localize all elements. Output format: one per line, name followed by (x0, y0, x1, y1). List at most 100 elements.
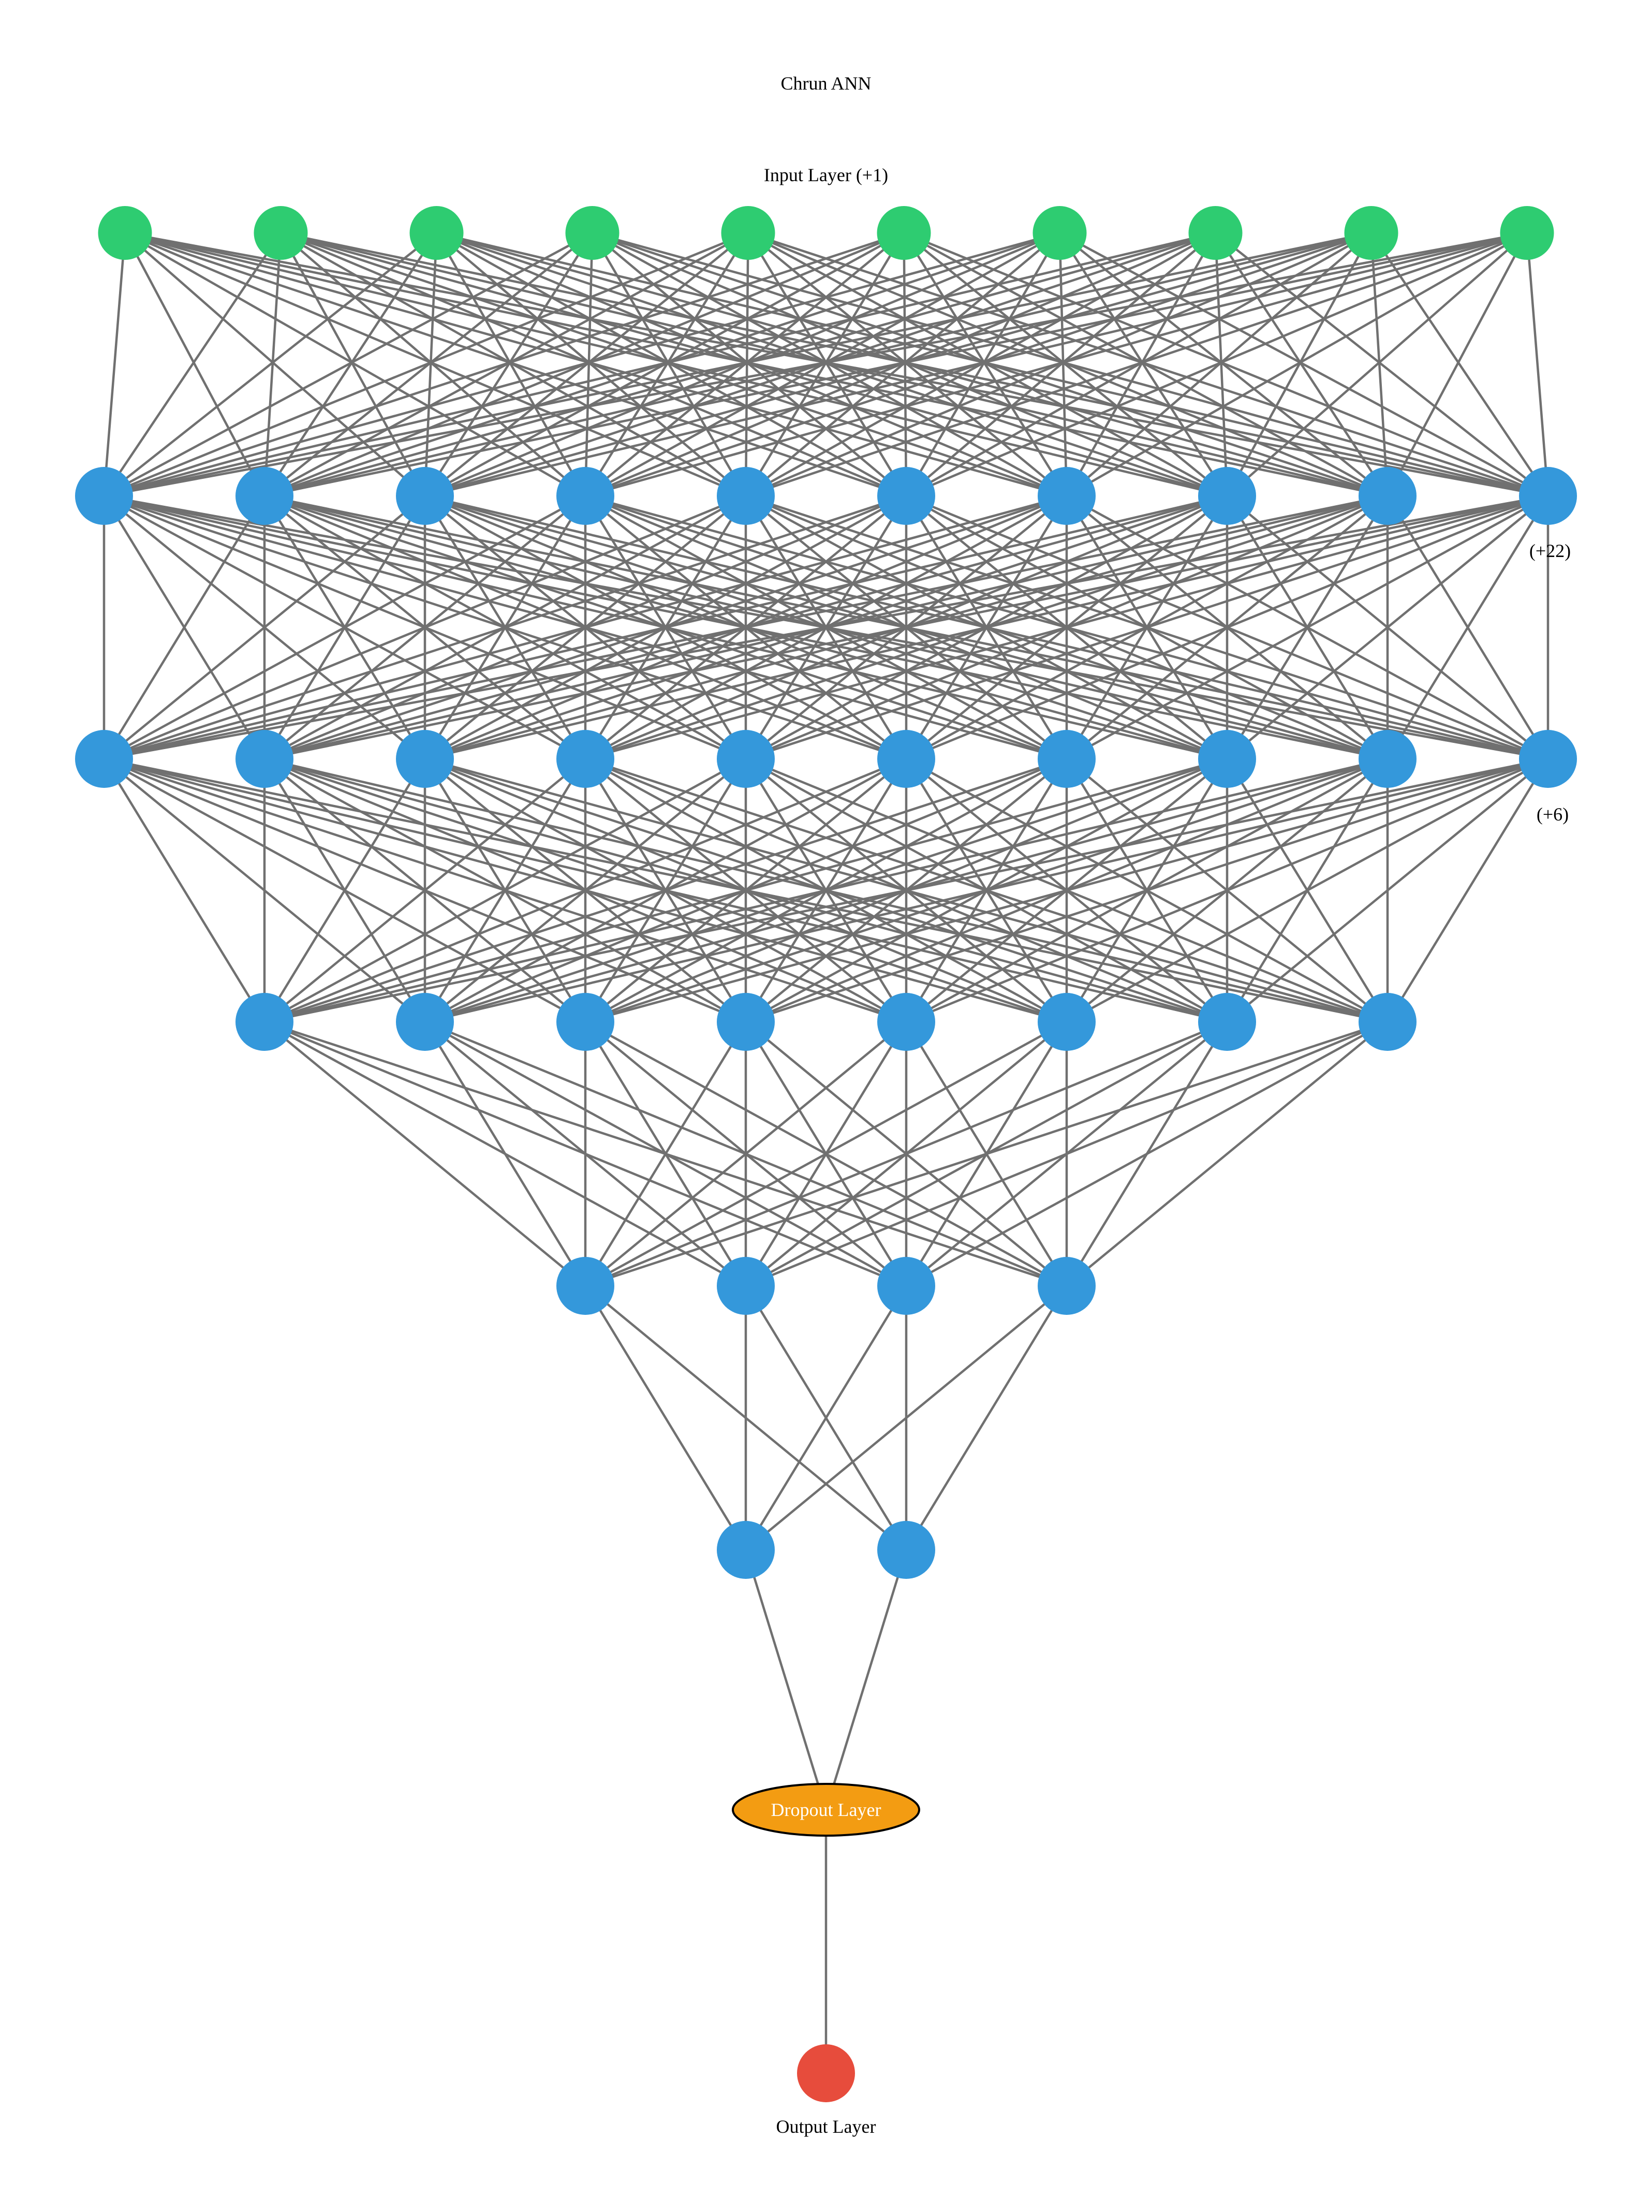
edge-l2-n9-to-l3-n3 (745, 757, 1548, 1023)
hidden-node-l1-1 (235, 467, 293, 525)
edge-l3-n5-to-l4-n0 (584, 1021, 1068, 1287)
input-node-l0-2 (409, 206, 464, 260)
edge-l4-n3-to-l5-n1 (905, 1285, 1068, 1551)
hidden-node-l5-1 (877, 1521, 935, 1579)
edge-l0-n9-to-l1-n3 (585, 231, 1528, 497)
edge-l0-n9-to-l1-n8 (1387, 232, 1528, 497)
edge-l2-n9-to-l3-n6 (1226, 758, 1549, 1023)
edge-l0-n4-to-l1-n8 (747, 231, 1388, 497)
edge-l2-n3-to-l3-n0 (263, 758, 586, 1023)
edge-l0-n0-to-l1-n0 (102, 232, 126, 496)
input-node-l0-7 (1188, 206, 1243, 260)
edge-l0-n9-to-l1-n7 (1226, 232, 1528, 497)
edge-l0-n2-to-l1-n0 (103, 232, 437, 497)
input-node-l0-1 (254, 206, 308, 260)
edge-l1-n4-to-l2-n0 (104, 494, 746, 760)
hidden-node-l1-5 (877, 467, 935, 525)
edge-l0-n9-to-l1-n5 (906, 231, 1528, 497)
edge-l0-n5-to-l1-n7 (903, 232, 1228, 497)
hidden-node-l3-1 (396, 993, 454, 1051)
hidden-node-l3-2 (556, 993, 614, 1051)
hidden-node-l1-0 (75, 467, 133, 525)
edge-l0-n3-to-l1-n7 (592, 231, 1228, 497)
edge-l0-n2-to-l1-n4 (436, 232, 747, 497)
edge-l2-n9-to-l3-n2 (585, 757, 1548, 1023)
edge-l0-n1-to-l1-n2 (279, 232, 426, 497)
edge-l1-n9-to-l2-n6 (1066, 495, 1549, 760)
edge-l2-n8-to-l3-n0 (264, 757, 1388, 1023)
edge-l3-n1-to-l4-n0 (424, 1021, 586, 1287)
edge-l0-n3-to-l1-n5 (592, 232, 907, 497)
edge-l1-n9-to-l2-n4 (745, 494, 1548, 760)
hidden-node-l4-1 (717, 1257, 775, 1315)
edge-l1-n7-to-l2-n0 (104, 494, 1228, 760)
hidden-node-l2-0 (75, 730, 133, 788)
edge-l3-n7-to-l4-n1 (745, 1020, 1388, 1287)
hidden-node-l2-6 (1038, 730, 1096, 788)
edge-l0-n6-to-l1-n7 (1058, 232, 1228, 497)
hidden-node-l1-9 (1519, 467, 1577, 525)
edge-l0-n7-to-l1-n8 (1214, 232, 1389, 497)
edge-l0-n9-to-l1-n9 (1526, 232, 1550, 496)
hidden-node-l1-8 (1359, 467, 1417, 525)
diagram-title: Chrun ANN (780, 73, 871, 94)
edge-l0-n4-to-l1-n5 (747, 232, 907, 497)
edge-l0-n1-to-l1-n5 (280, 231, 907, 497)
edge-l0-n3-to-l1-n6 (592, 232, 1068, 497)
edge-l5-n0-to-l6-n0 (744, 1549, 828, 1810)
hidden-node-l1-3 (556, 467, 614, 525)
edge-l0-n8-to-l1-n9 (1370, 232, 1549, 497)
edge-l1-n2-to-l2-n0 (103, 495, 426, 760)
hidden-node-l4-2 (877, 1257, 935, 1315)
edge-l4-n2-to-l5-n0 (745, 1285, 907, 1551)
input-node-l0-3 (565, 206, 620, 260)
edge-l0-n0-to-l1-n1 (124, 232, 266, 497)
edge-l1-n5-to-l2-n0 (104, 494, 907, 760)
edge-l2-n9-to-l3-n5 (1066, 758, 1549, 1023)
hidden-node-l2-3 (556, 730, 614, 788)
edge-l2-n7-to-l3-n0 (264, 757, 1228, 1023)
edge-l2-n9-to-l3-n4 (906, 757, 1548, 1023)
hidden-node-l2-5 (877, 730, 935, 788)
edge-l0-n8-to-l1-n0 (104, 231, 1371, 497)
edge-l0-n4-to-l1-n7 (747, 232, 1228, 497)
hidden-layer-1-extra-label: (+22) (1529, 540, 1571, 561)
hidden-node-l1-6 (1038, 467, 1096, 525)
dropout-layer-node: Dropout Layer (732, 1783, 920, 1837)
edge-l1-n9-to-l2-n5 (906, 494, 1548, 760)
edge-l1-n9-to-l2-n2 (424, 494, 1548, 760)
input-node-l0-9 (1500, 206, 1554, 260)
edge-l3-n3-to-l4-n0 (584, 1021, 747, 1287)
edge-l0-n9-to-l1-n1 (264, 231, 1527, 497)
edge-l1-n3-to-l2-n0 (103, 495, 586, 760)
edge-l1-n9-to-l2-n3 (585, 494, 1548, 760)
edge-l0-n5-to-l1-n8 (903, 232, 1389, 497)
edge-l0-n3-to-l1-n4 (591, 232, 747, 497)
edge-l0-n0-to-l1-n4 (124, 231, 746, 497)
edge-l0-n5-to-l1-n6 (903, 232, 1068, 497)
hidden-node-l4-0 (556, 1257, 614, 1315)
edge-l3-n6-to-l4-n0 (585, 1020, 1228, 1287)
edge-l1-n9-to-l2-n0 (104, 494, 1548, 760)
hidden-node-l2-8 (1359, 730, 1417, 788)
edge-l1-n9-to-l2-n1 (264, 494, 1548, 760)
edge-l0-n2-to-l1-n3 (435, 232, 586, 497)
edge-l0-n2-to-l1-n6 (436, 231, 1067, 497)
edge-l0-n6-to-l1-n0 (104, 231, 1060, 497)
hidden-node-l3-5 (1038, 993, 1096, 1051)
hidden-node-l2-9 (1519, 730, 1577, 788)
edge-l0-n0-to-l1-n3 (124, 232, 586, 497)
edge-l1-n1-to-l2-n0 (103, 495, 266, 760)
edge-l0-n0-to-l1-n2 (124, 232, 426, 497)
hidden-node-l4-3 (1038, 1257, 1096, 1315)
edge-l4-n0-to-l5-n0 (584, 1285, 747, 1551)
edge-l0-n6-to-l1-n9 (1059, 232, 1549, 497)
edge-l2-n2-to-l3-n0 (263, 758, 426, 1023)
edge-l0-n1-to-l1-n3 (280, 232, 586, 497)
edge-l2-n9-to-l3-n1 (424, 757, 1548, 1023)
output-node-l7-0 (797, 2044, 855, 2102)
edge-l3-n7-to-l4-n0 (585, 1020, 1388, 1287)
edge-l0-n9-to-l1-n2 (424, 231, 1528, 497)
edge-l2-n0-to-l3-n0 (103, 758, 266, 1023)
